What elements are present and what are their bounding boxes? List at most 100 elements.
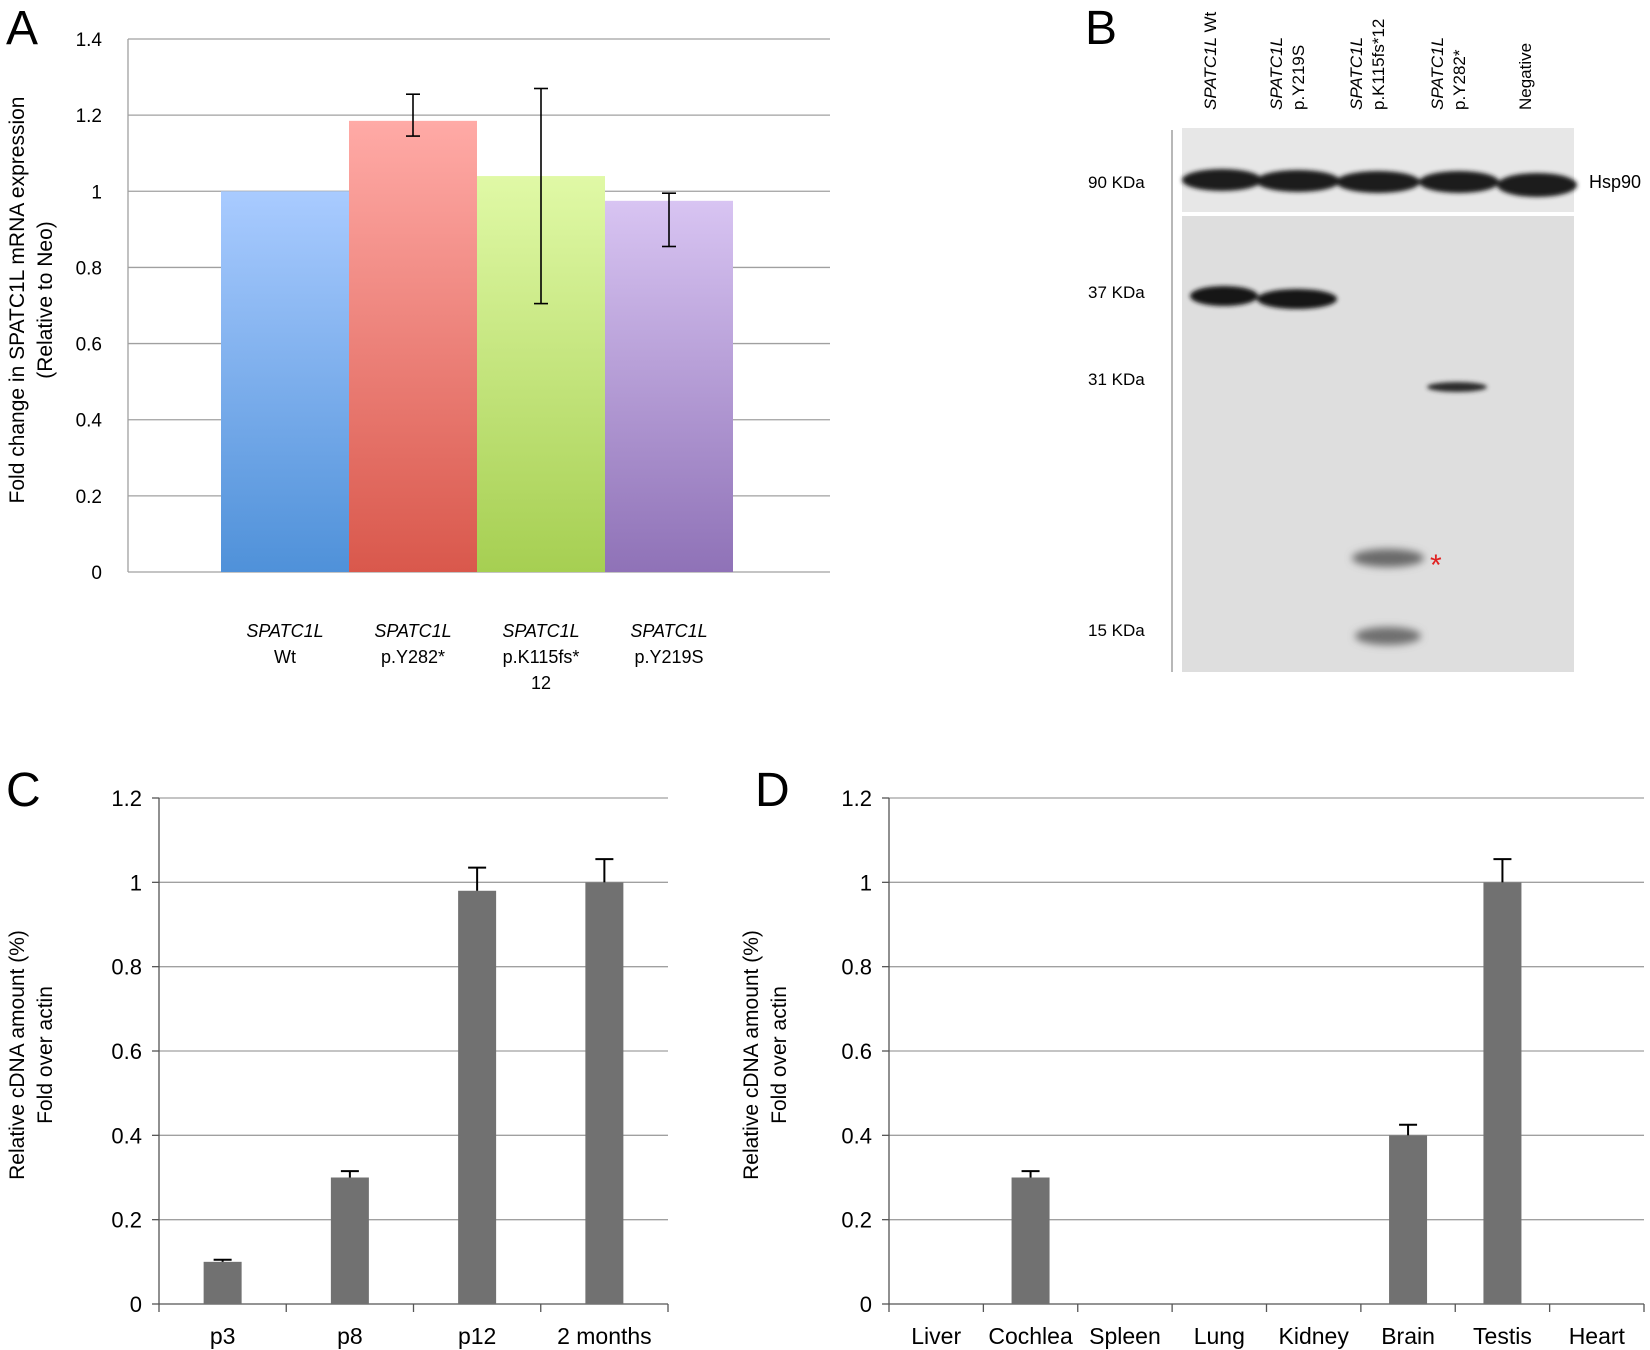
panel-label-c: C (6, 764, 41, 817)
panel-a-x-label-gene: SPATC1L (374, 621, 451, 641)
panel-c-x-label: p3 (210, 1323, 236, 1349)
panel-c-bar (330, 1177, 369, 1304)
marker-37kda: 37 KDa (1088, 283, 1145, 302)
panel-c-y-tick-label: 1 (130, 870, 142, 895)
blot-lane-gene: SPATC1L (1428, 37, 1447, 110)
panel-a-y-tick-label: 0.8 (76, 258, 102, 279)
blot-lane-variant: p.K115fs*12 (1369, 19, 1388, 110)
panel-a-error-bars (406, 87, 676, 305)
panel-d-x-labels: Liver Cochlea Spleen Lung Kidney Brain Testis H… (911, 1323, 1625, 1349)
panel-a-x-label-gene: SPATC1L (630, 621, 707, 641)
panel-c-bar (458, 890, 497, 1304)
panel-d-error-bars (1021, 858, 1512, 1178)
panel-a-x-label-gene: SPATC1L (502, 621, 579, 641)
panel-c-y-axis-label-2: Fold over actin (34, 986, 57, 1124)
panel-a-x-label-variant2: 12 (531, 673, 551, 693)
panel-d-x-label: Heart (1569, 1323, 1626, 1349)
panel-c-chart: 0 0.2 0.4 0.6 0.8 1 1.2 p3 p8 p12 2 months Relati… (6, 786, 669, 1349)
panel-c-y-tick-label: 0.8 (111, 955, 142, 980)
panel-d-x-label: Kidney (1279, 1323, 1350, 1349)
panel-c-x-labels: p3 p8 p12 2 months (210, 1323, 652, 1349)
panel-c-gridlines (152, 797, 669, 1312)
blot-lane-gene: SPATC1L (1347, 37, 1366, 110)
panel-c-y-tick-label: 0.2 (111, 1208, 142, 1233)
blot-lane-label: Negative (1516, 43, 1535, 110)
band-hsp90-lane5 (1497, 173, 1577, 197)
panel-a-x-label-gene: SPATC1L (246, 621, 323, 641)
hsp90-bands (1182, 169, 1577, 197)
panel-c-y-ticks: 0 0.2 0.4 0.6 0.8 1 1.2 (111, 786, 142, 1317)
panel-d-bar (1011, 1177, 1050, 1304)
panel-d-gridlines (882, 797, 1645, 1312)
panel-a-y-tick-label: 0.4 (76, 411, 103, 432)
blot-lane-variant: p.Y282* (1450, 49, 1469, 110)
panel-a-y-tick-label: 1.4 (76, 30, 103, 51)
panel-d-bar (1389, 1135, 1428, 1304)
panel-label-b: B (1085, 2, 1117, 55)
panel-a-y-tick-label: 1 (91, 182, 102, 203)
panel-c-x-label: p8 (337, 1323, 363, 1349)
panel-a-x-label-variant: p.K115fs* (503, 647, 580, 667)
panel-a-y-tick-label: 0.6 (76, 335, 102, 356)
panel-d-y-tick-label: 0 (860, 1292, 872, 1317)
band-31kda-y282 (1427, 382, 1487, 392)
panel-d-x-label: Spleen (1089, 1323, 1161, 1349)
panel-c-error-bars (213, 858, 614, 1262)
panel-d-y-axis-label: Relative cDNA amount (%) (740, 930, 763, 1180)
loading-control-label: Hsp90 (1589, 172, 1641, 192)
band-37kda-wt (1190, 286, 1258, 306)
panel-a-y-axis-label-2: (Relative to Neo) (34, 221, 57, 379)
panel-d-bars (1011, 882, 1522, 1304)
panel-a-bar (605, 200, 733, 572)
panel-c-y-tick-label: 1.2 (111, 786, 142, 811)
panel-a-y-tick-label: 0.2 (76, 487, 102, 508)
bands-low-mw (1352, 549, 1424, 645)
panel-a-x-label-variant: p.Y282* (381, 647, 445, 667)
panel-a-x-label-variant: Wt (274, 647, 296, 667)
blot-lane-label: SPATC1L Wt (1201, 11, 1220, 110)
marker-90kda: 90 KDa (1088, 173, 1145, 192)
panel-a-y-tick-label: 1.2 (76, 106, 102, 127)
panel-a-bar (221, 191, 349, 573)
band-hsp90-lane1 (1182, 169, 1262, 191)
panel-c-bar (203, 1261, 242, 1304)
blot-lane-variant: Wt (1201, 11, 1220, 32)
panel-c-y-tick-label: 0 (130, 1292, 142, 1317)
panel-d-y-axis-label-2: Fold over actin (768, 986, 791, 1124)
panel-d-y-tick-label: 0.2 (841, 1208, 872, 1233)
panel-label-d: D (755, 764, 790, 817)
blot-lane-gene: SPATC1L (1267, 37, 1286, 110)
panel-c-x-label: p12 (458, 1323, 496, 1349)
band-18kda-k115 (1352, 549, 1424, 567)
panel-c-y-tick-label: 0.6 (111, 1039, 142, 1064)
blot-lane-variant: p.Y219S (1289, 45, 1308, 110)
panel-a-y-ticks: 0 0.2 0.4 0.6 0.8 1 1.2 1.4 (76, 30, 103, 584)
panel-d-x-label: Liver (911, 1323, 961, 1349)
panel-a-bars (221, 120, 733, 573)
panel-d-y-tick-label: 0.4 (841, 1123, 872, 1148)
blot-top-strip (1182, 128, 1574, 212)
band-37kda-y219s (1257, 289, 1337, 309)
band-hsp90-lane2 (1256, 170, 1340, 192)
panel-a-x-labels: SPATC1L Wt SPATC1L p.Y282* SPATC1L p.K115fs* 1… (246, 621, 707, 693)
panel-d-y-tick-label: 1 (860, 870, 872, 895)
bands-37kda (1190, 286, 1337, 309)
panel-c-x-label: 2 months (557, 1323, 652, 1349)
panel-d-y-ticks: 0 0.2 0.4 0.6 0.8 1 1.2 (841, 786, 872, 1317)
panel-d-chart: 0 0.2 0.4 0.6 0.8 1 1.2 Liver Cochlea Spleen Lung… (740, 786, 1645, 1349)
marker-31kda: 31 KDa (1088, 370, 1145, 389)
panel-c-y-axis-label: Relative cDNA amount (%) (6, 930, 29, 1180)
panel-d-y-tick-label: 1.2 (841, 786, 872, 811)
panel-label-a: A (6, 2, 38, 55)
panel-c-bar (585, 882, 624, 1304)
panel-c-bars (203, 882, 624, 1304)
panel-d-bar (1483, 882, 1522, 1304)
blot-lane-gene: SPATC1L (1201, 33, 1220, 110)
band-asterisk: * (1430, 549, 1442, 582)
panel-d-x-label: Lung (1194, 1323, 1245, 1349)
band-hsp90-lane3 (1336, 171, 1420, 193)
marker-15kda: 15 KDa (1088, 621, 1145, 640)
panel-a-x-label-variant: p.Y219S (634, 647, 703, 667)
